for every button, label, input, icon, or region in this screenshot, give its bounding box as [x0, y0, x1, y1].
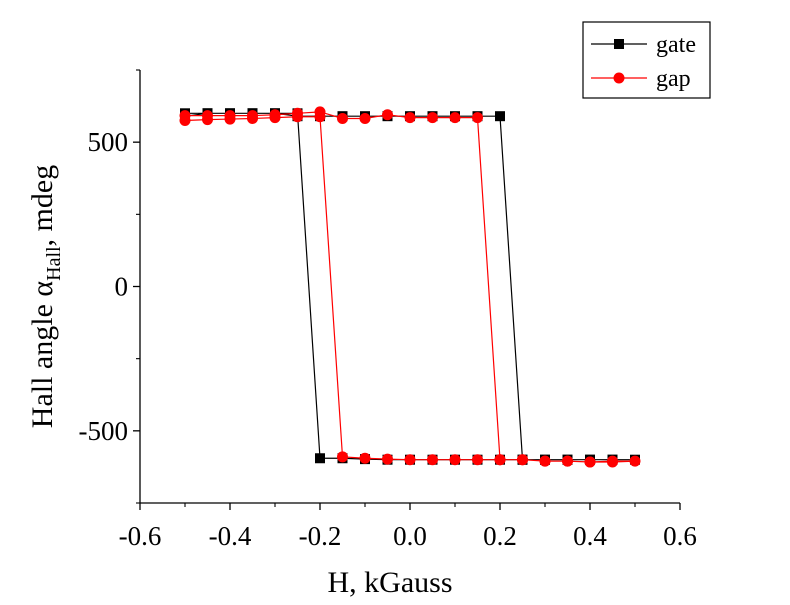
y-axis-title: Hall angle αHall, mdeg — [26, 165, 65, 428]
data-point-gate — [315, 453, 325, 464]
series-gate — [180, 108, 640, 465]
data-point-gap — [449, 454, 461, 466]
data-point-gap — [337, 112, 348, 124]
data-point-gap — [382, 453, 393, 465]
series-line-gap — [184, 111, 636, 463]
data-point-gap — [292, 107, 303, 119]
data-point-gap — [427, 454, 438, 466]
x-axis-title: H, kGauss — [328, 566, 453, 599]
y-tick-label: 0 — [115, 272, 129, 302]
data-point-gap — [472, 112, 483, 124]
data-point-gap — [472, 454, 483, 466]
legend: gate gap — [582, 21, 711, 99]
data-point-gap — [584, 456, 596, 468]
data-point-gap — [607, 455, 618, 467]
legend-box — [582, 21, 711, 99]
legend-label-gate: gate — [656, 32, 696, 58]
legend-marker-gap — [613, 72, 625, 84]
x-tick-label: 0.4 — [573, 521, 607, 551]
x-tick-label: 0.6 — [663, 521, 697, 551]
data-point-gap — [269, 109, 281, 121]
data-point-gap — [179, 110, 191, 122]
data-point-gap — [404, 454, 416, 466]
axes-layer: -0.6 -0.4 -0.2 0.0 0.2 0.4 0.6 -500 0 500 H, kGaus… — [26, 69, 697, 599]
data-point-gap — [359, 452, 371, 464]
x-tick-label: -0.4 — [209, 521, 252, 551]
x-tick-label: -0.6 — [119, 521, 162, 551]
data-point-gap — [449, 112, 461, 124]
x-tick-label: 0.0 — [393, 521, 427, 551]
data-point-gap — [494, 454, 506, 466]
legend-label-gap: gap — [656, 66, 691, 92]
data-point-gap — [539, 455, 551, 467]
data-point-gap — [359, 112, 371, 124]
data-point-gap — [629, 455, 641, 467]
data-point-gap — [224, 110, 236, 122]
data-point-gap — [382, 109, 393, 121]
data-point-gap — [427, 112, 438, 124]
data-point-gap — [404, 112, 416, 124]
data-point-gap — [247, 110, 258, 122]
data-point-gate — [495, 111, 505, 122]
x-tick-label: 0.2 — [483, 521, 517, 551]
data-point-gap — [517, 454, 528, 466]
x-tick-label: -0.2 — [299, 521, 342, 551]
series-layer — [179, 106, 641, 468]
data-point-gap — [202, 110, 213, 122]
series-line-gate — [184, 112, 635, 461]
y-tick-label: -500 — [79, 416, 129, 446]
data-point-gap — [337, 451, 348, 463]
series-gap — [179, 106, 641, 468]
data-point-gap — [314, 106, 326, 118]
y-tick-label: 500 — [88, 127, 129, 157]
data-point-gap — [562, 455, 573, 467]
legend-marker-gate — [614, 39, 624, 49]
